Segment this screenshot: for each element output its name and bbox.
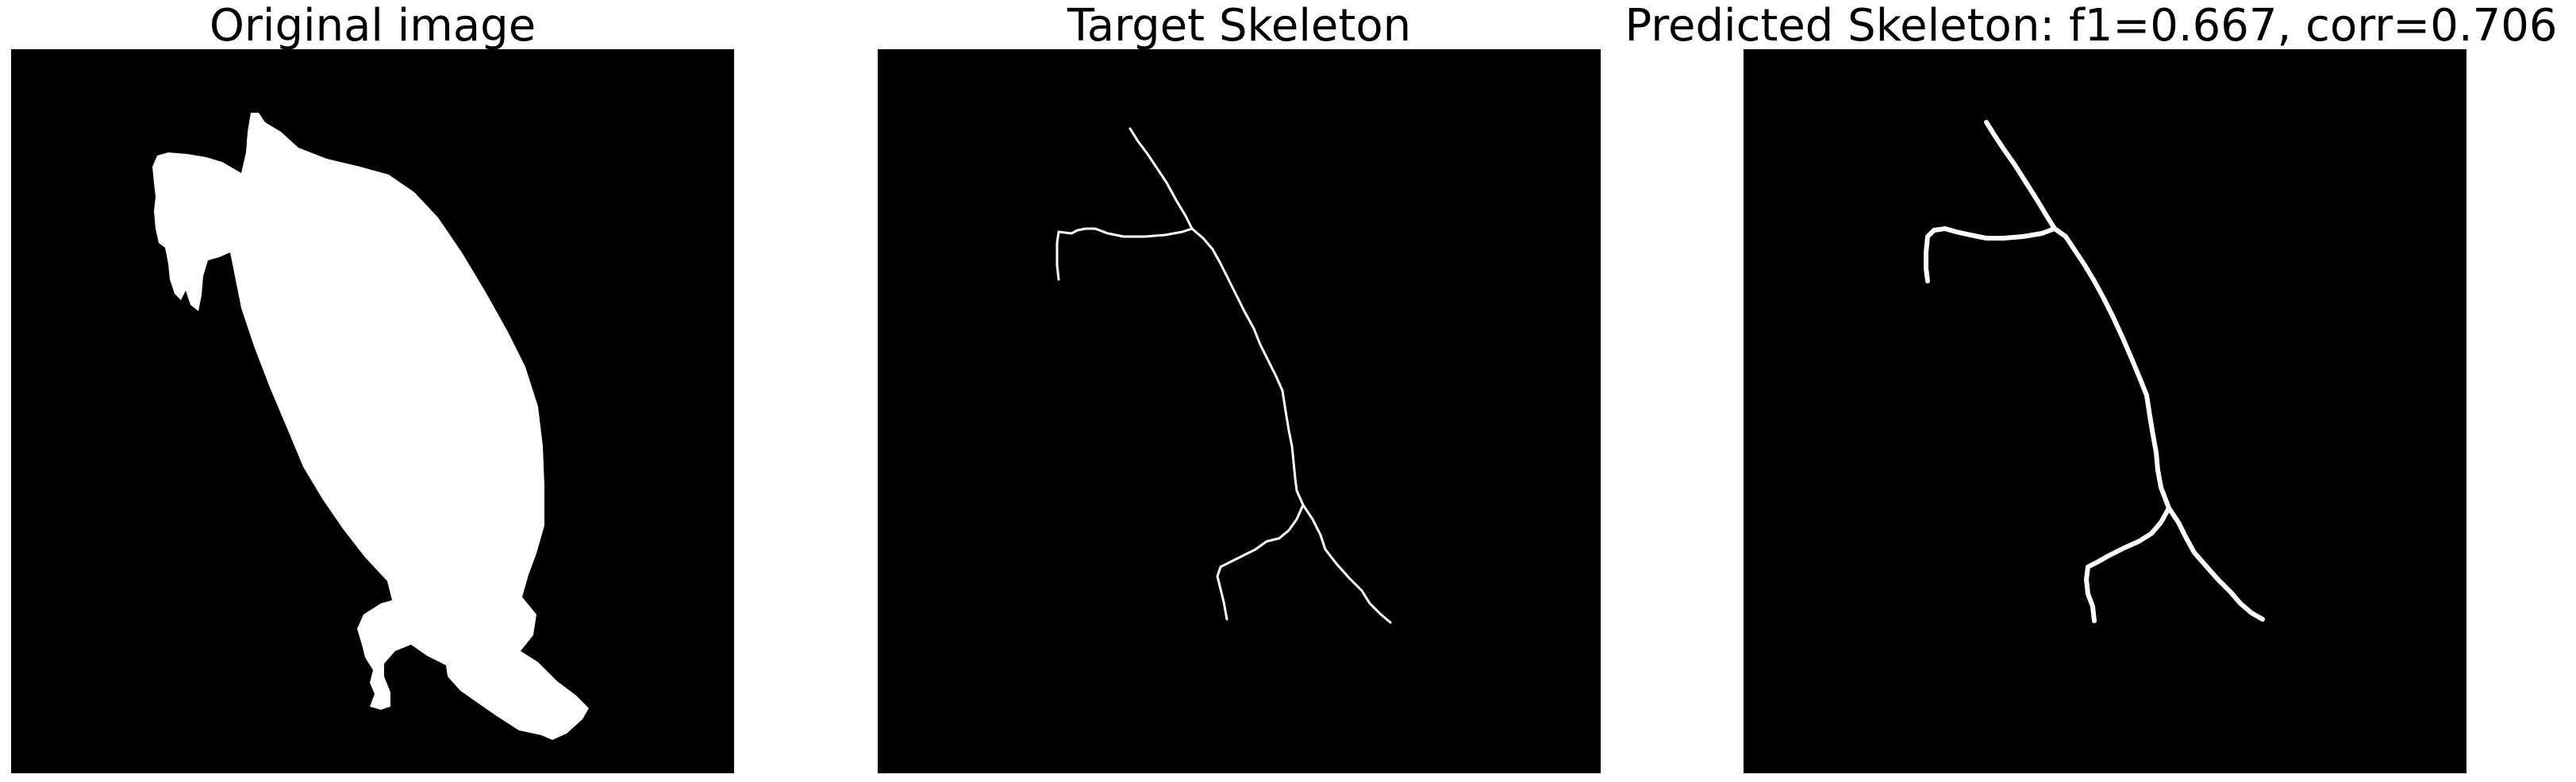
panel-title-original: Original image — [209, 0, 536, 52]
panel-title-target: Target Skeleton — [1067, 0, 1412, 52]
predicted-skeleton-upper-branch — [1924, 226, 2057, 283]
target-skeleton-lower-left-branch — [1216, 503, 1305, 621]
predicted-skeleton-panel — [1744, 49, 2466, 773]
target-skeleton-image — [1055, 127, 1392, 624]
turtle-body-shape — [152, 113, 589, 740]
predicted-skeleton-lower-right-branch — [2167, 506, 2265, 622]
target-skeleton-spine — [1128, 127, 1305, 507]
predicted-skeleton-spine — [1984, 120, 2171, 510]
target-skeleton-panel — [878, 49, 1601, 773]
predicted-skeleton-image — [1924, 120, 2265, 623]
predicted-skeleton-lower-left-branch — [2084, 506, 2171, 623]
original-image-panel — [11, 49, 734, 773]
panel-title-predicted: Predicted Skeleton: f1=0.667, corr=0.706 — [1624, 0, 2558, 52]
turtle-silhouette-image — [152, 113, 589, 740]
target-skeleton-lower-right-branch — [1301, 503, 1392, 624]
target-skeleton-upper-branch — [1055, 227, 1194, 281]
